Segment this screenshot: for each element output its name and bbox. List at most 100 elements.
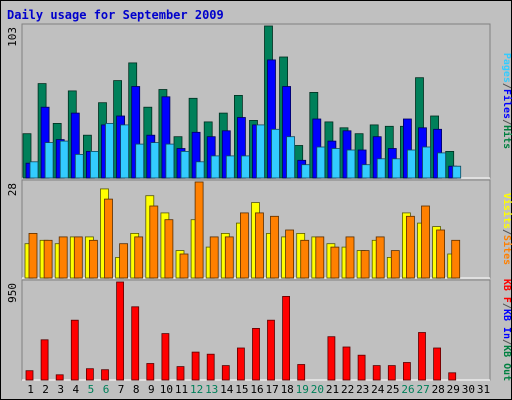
bar-kb-f-day-9 xyxy=(146,363,155,381)
bar-kb-f-day-15 xyxy=(236,347,245,381)
x-tick-label-17: 17 xyxy=(265,383,278,396)
x-tick-label-10: 10 xyxy=(160,383,173,396)
bar-pages-day-15 xyxy=(240,155,250,179)
x-tick-label-8: 8 xyxy=(133,383,140,396)
bar-sites-day-10 xyxy=(164,219,174,279)
legend-label-2-0: Visits xyxy=(501,193,512,229)
bar-sites-day-29 xyxy=(451,239,461,279)
x-tick-label-11: 11 xyxy=(175,383,188,396)
bar-pages-day-25 xyxy=(391,158,401,179)
bar-sites-day-14 xyxy=(224,236,234,279)
bar-pages-day-9 xyxy=(150,142,160,179)
bar-sites-day-13 xyxy=(209,236,219,279)
legend-label-3-4: KB Out xyxy=(501,345,512,381)
bar-kb-f-day-11 xyxy=(176,366,185,381)
x-tick-label-14: 14 xyxy=(220,383,234,396)
x-tick-label-5: 5 xyxy=(88,383,95,396)
bar-kb-f-day-24 xyxy=(372,365,381,381)
x-tick-label-22: 22 xyxy=(341,383,354,396)
x-tick-label-26: 26 xyxy=(401,383,414,396)
bar-kb-f-day-17 xyxy=(267,319,275,381)
x-tick-label-30: 30 xyxy=(462,383,475,396)
bar-kb-f-day-26 xyxy=(402,362,411,381)
bar-sites-day-16 xyxy=(255,212,264,279)
bar-sites-day-22 xyxy=(345,236,355,279)
x-tick-label-25: 25 xyxy=(386,383,399,396)
bar-pages-day-20 xyxy=(316,146,326,179)
bar-sites-day-24 xyxy=(375,236,385,279)
bar-pages-day-1 xyxy=(29,161,39,179)
bar-sites-day-15 xyxy=(239,212,249,279)
bar-pages-day-6 xyxy=(105,123,114,179)
bar-pages-day-12 xyxy=(195,161,205,179)
chart-title: Daily usage for September 2009 xyxy=(7,8,224,22)
bar-pages-day-19 xyxy=(301,164,311,179)
bar-sites-day-27 xyxy=(421,205,430,279)
bar-pages-day-29 xyxy=(452,165,462,179)
legend-label-2-2: Sites xyxy=(501,235,512,265)
bar-pages-day-2 xyxy=(44,142,54,179)
legend-label-3-3: / xyxy=(501,339,512,345)
bar-sites-day-23 xyxy=(360,250,370,279)
x-tick-label-2: 2 xyxy=(42,383,49,396)
x-tick-label-27: 27 xyxy=(416,383,429,396)
bar-kb-f-day-18 xyxy=(282,295,291,381)
bar-sites-day-5 xyxy=(89,239,98,279)
bar-kb-f-day-16 xyxy=(252,327,260,381)
x-tick-label-16: 16 xyxy=(250,383,263,396)
bar-pages-day-11 xyxy=(180,150,190,179)
legend-label-1-3: / xyxy=(501,119,512,125)
bar-pages-day-14 xyxy=(225,155,235,179)
bar-kb-f-day-29 xyxy=(448,372,457,381)
legend-label-1-1: / xyxy=(501,83,512,89)
bar-pages-day-23 xyxy=(361,164,371,179)
x-tick-label-6: 6 xyxy=(103,383,110,396)
bar-kb-f-day-28 xyxy=(433,347,442,381)
legend-label-3-1: / xyxy=(501,303,512,309)
bar-pages-day-16 xyxy=(256,124,265,179)
bar-sites-day-26 xyxy=(405,215,415,279)
bar-sites-day-21 xyxy=(330,246,340,279)
bar-pages-day-5 xyxy=(90,150,99,179)
legend-label-1-4: Hits xyxy=(501,125,512,149)
legend-label-1-2: Files xyxy=(501,89,512,119)
bar-pages-day-28 xyxy=(437,152,447,179)
series-legend-2: Visits/Sites xyxy=(501,193,512,265)
x-tick-label-29: 29 xyxy=(447,383,460,396)
bar-pages-day-7 xyxy=(120,124,129,179)
bar-kb-f-day-21 xyxy=(327,336,336,381)
bar-kb-f-day-6 xyxy=(101,369,109,381)
bar-pages-day-13 xyxy=(210,155,220,179)
bar-sites-day-8 xyxy=(134,236,144,279)
x-tick-label-12: 12 xyxy=(190,383,203,396)
bar-kb-f-day-25 xyxy=(387,365,396,381)
x-tick-label-7: 7 xyxy=(118,383,125,396)
series-legend-1: Pages/Files/Hits xyxy=(501,53,512,149)
max-label-1: 103 xyxy=(6,27,19,47)
bar-kb-f-day-23 xyxy=(357,354,366,381)
bar-kb-f-day-1 xyxy=(25,370,34,381)
bar-pages-day-4 xyxy=(74,153,84,179)
bar-pages-day-3 xyxy=(59,140,69,179)
x-tick-label-15: 15 xyxy=(235,383,248,396)
x-tick-label-9: 9 xyxy=(148,383,155,396)
bar-kb-f-day-8 xyxy=(131,306,140,381)
bar-sites-day-11 xyxy=(179,253,189,279)
bar-kb-f-day-2 xyxy=(40,339,49,381)
bar-kb-f-day-5 xyxy=(86,368,94,381)
bar-kb-f-day-3 xyxy=(55,374,64,381)
bar-sites-day-18 xyxy=(285,229,295,279)
x-tick-label-31: 31 xyxy=(477,383,490,396)
bar-pages-day-10 xyxy=(165,143,175,179)
x-tick-label-20: 20 xyxy=(311,383,324,396)
x-tick-label-1: 1 xyxy=(27,383,34,396)
bar-kb-f-day-10 xyxy=(161,333,170,381)
bar-pages-day-27 xyxy=(422,146,431,179)
bar-sites-day-12 xyxy=(194,181,204,279)
bar-sites-day-28 xyxy=(436,229,446,279)
max-label-3: 950 xyxy=(6,283,19,303)
bar-pages-day-18 xyxy=(286,136,296,179)
bar-pages-day-22 xyxy=(346,149,356,179)
bar-sites-day-1 xyxy=(28,232,38,279)
